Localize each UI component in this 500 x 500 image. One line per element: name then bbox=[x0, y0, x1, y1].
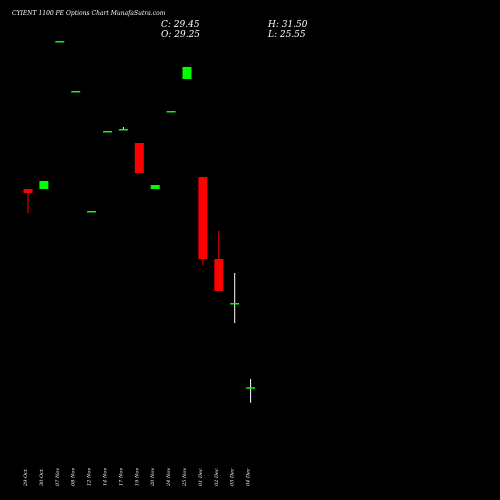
high-value: H: 31.50 bbox=[267, 20, 308, 30]
candle-body bbox=[103, 131, 112, 133]
x-axis-ticks: 29 Oct 30 Oct 07 Nov 08 Nov 12 Nov 14 Nov 17 N… bbox=[23, 468, 252, 487]
candle-body bbox=[230, 303, 240, 305]
candle-body bbox=[166, 111, 176, 113]
x-tick-label: 04 Dec bbox=[246, 468, 252, 486]
candle-25-nov bbox=[182, 67, 192, 79]
candle-body bbox=[214, 259, 224, 291]
x-tick-label: 02 Dec bbox=[214, 468, 220, 486]
candle-body bbox=[198, 177, 208, 259]
candle-01-dec bbox=[198, 177, 208, 265]
x-tick-label: 29 Oct bbox=[23, 468, 29, 487]
candle-08-nov bbox=[71, 91, 81, 93]
x-tick-label: 03 Dec bbox=[230, 468, 236, 486]
x-tick-label: 14 Nov bbox=[103, 468, 109, 486]
candle-body bbox=[39, 181, 49, 189]
x-tick-label: 20 Nov bbox=[150, 468, 156, 487]
x-tick-label: 19 Nov bbox=[134, 468, 140, 486]
candle-14-nov bbox=[103, 131, 112, 133]
chart-title: CYIENT 1100 PE Options Chart MunafaSutra… bbox=[12, 10, 166, 17]
candle-body bbox=[71, 91, 81, 93]
open-value: O: 29.25 bbox=[161, 30, 200, 40]
candle-body bbox=[87, 211, 97, 213]
candle-02-dec bbox=[214, 231, 224, 291]
candle-body bbox=[150, 185, 160, 189]
x-tick-label: 01 Dec bbox=[198, 468, 204, 486]
candle-12-nov bbox=[87, 211, 97, 213]
x-tick-label: 24 Nov bbox=[166, 468, 172, 487]
candle-29-oct bbox=[23, 189, 33, 213]
candle-body bbox=[55, 41, 65, 43]
candle-19-nov bbox=[134, 143, 144, 173]
candle-24-nov bbox=[166, 111, 176, 113]
low-value: L: 25.55 bbox=[267, 30, 306, 40]
x-tick-label: 17 Nov bbox=[118, 468, 124, 486]
x-tick-label: 07 Nov bbox=[55, 468, 61, 486]
candle-17-nov bbox=[118, 127, 128, 131]
candle-body bbox=[23, 189, 33, 193]
x-tick-label: 25 Nov bbox=[182, 468, 188, 487]
candle-body bbox=[182, 67, 192, 79]
x-tick-label: 12 Nov bbox=[87, 468, 93, 486]
candle-03-dec bbox=[230, 273, 240, 323]
candle-04-dec bbox=[246, 379, 256, 403]
candle-07-nov bbox=[55, 41, 65, 43]
candle-30-oct bbox=[39, 181, 49, 189]
x-tick-label: 08 Nov bbox=[71, 468, 77, 486]
candle-body bbox=[246, 387, 256, 389]
candle-body bbox=[118, 129, 128, 131]
x-tick-label: 30 Oct bbox=[39, 468, 45, 486]
close-value: C: 29.45 bbox=[161, 20, 200, 30]
candle-20-nov bbox=[150, 185, 160, 189]
candles-layer bbox=[23, 41, 256, 403]
candle-body bbox=[134, 143, 144, 173]
